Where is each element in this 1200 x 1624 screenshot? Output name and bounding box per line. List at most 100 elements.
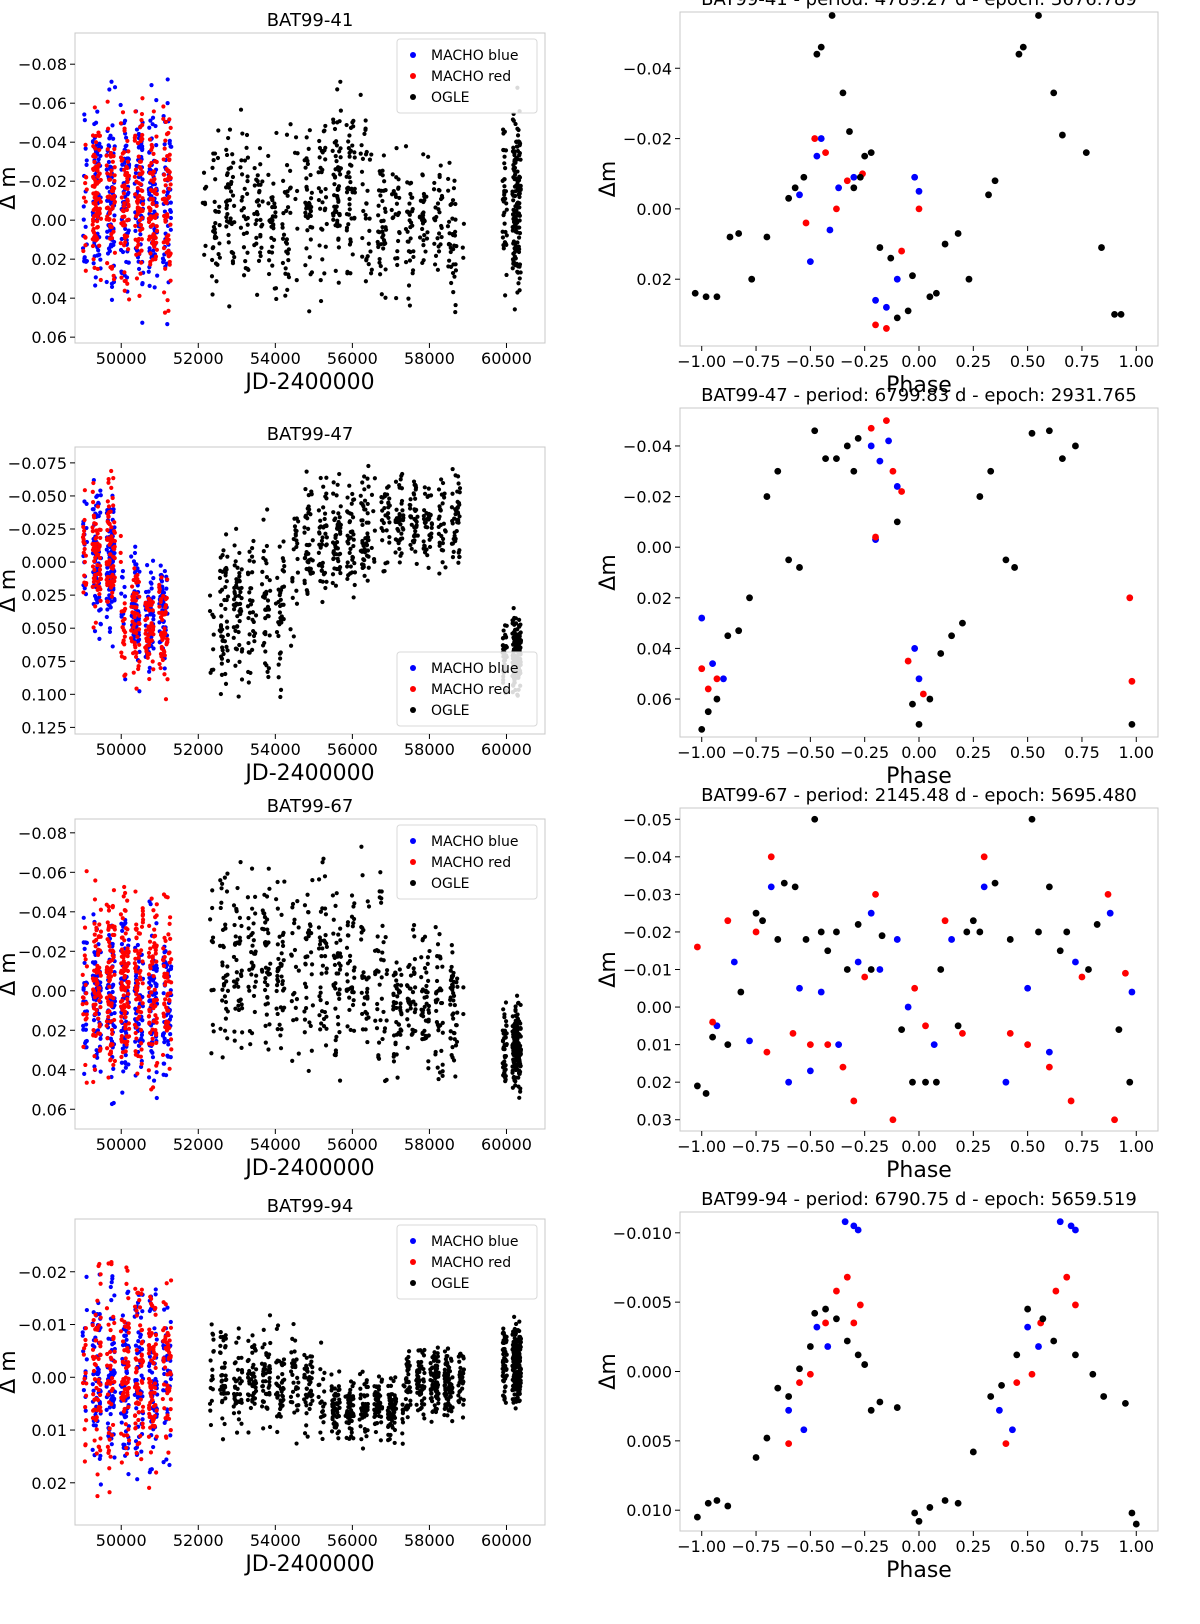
data-point	[344, 190, 350, 195]
data-point	[94, 535, 99, 540]
data-point	[133, 628, 138, 633]
data-point	[381, 218, 386, 223]
data-point	[379, 975, 384, 980]
data-point	[119, 921, 124, 926]
data-point	[91, 144, 96, 149]
data-point	[260, 594, 266, 599]
data-point	[153, 1013, 158, 1018]
data-point	[252, 211, 257, 217]
data-point	[95, 214, 100, 220]
data-point	[204, 184, 209, 189]
data-point	[391, 1007, 396, 1012]
data-point	[251, 559, 256, 564]
data-point	[517, 175, 523, 180]
data-point	[269, 224, 274, 229]
data-point	[91, 625, 96, 630]
data-point	[396, 1022, 402, 1027]
data-point	[337, 551, 343, 556]
data-point	[713, 675, 721, 683]
data-point	[98, 199, 103, 204]
data-point	[105, 147, 110, 152]
data-point	[247, 590, 252, 595]
data-point	[123, 135, 129, 140]
data-point	[265, 927, 270, 932]
data-point	[122, 126, 127, 131]
data-point	[293, 196, 298, 202]
data-point	[413, 529, 418, 534]
data-point	[232, 203, 237, 208]
data-point	[839, 89, 847, 97]
data-point	[232, 922, 237, 928]
data-point	[294, 601, 300, 606]
data-point	[121, 150, 127, 155]
data-point	[514, 155, 519, 161]
data-point	[426, 978, 431, 983]
data-point	[283, 266, 288, 271]
data-point	[241, 273, 247, 278]
data-point	[131, 577, 136, 583]
data-point	[279, 974, 284, 979]
data-point	[254, 241, 259, 246]
data-point	[413, 496, 418, 501]
data-point	[98, 510, 103, 515]
data-point	[319, 953, 324, 959]
data-point	[318, 938, 324, 943]
data-point	[318, 189, 324, 194]
data-point	[230, 193, 236, 198]
data-point	[161, 991, 166, 996]
data-point	[167, 186, 172, 191]
data-point	[220, 634, 225, 639]
data-point	[320, 535, 325, 540]
data-point	[410, 1031, 415, 1036]
data-point	[163, 266, 168, 271]
data-point	[889, 467, 897, 475]
data-point	[249, 972, 254, 977]
data-point	[154, 228, 160, 234]
data-point	[112, 575, 117, 580]
data-point	[413, 549, 418, 554]
data-point	[96, 1031, 101, 1036]
data-point	[704, 685, 712, 693]
data-point	[421, 191, 427, 197]
data-point	[112, 932, 117, 938]
data-point	[264, 591, 269, 597]
data-point	[112, 1058, 117, 1064]
data-point	[98, 257, 103, 262]
data-point	[107, 236, 113, 241]
data-point	[254, 218, 259, 223]
data-point	[321, 856, 326, 861]
data-point	[168, 1055, 173, 1060]
data-point	[517, 617, 522, 622]
data-point	[84, 964, 90, 969]
data-point	[366, 241, 371, 246]
data-point	[351, 532, 356, 537]
data-point	[119, 942, 125, 947]
data-point	[331, 117, 336, 122]
data-point	[105, 261, 110, 266]
data-point	[146, 1014, 152, 1019]
data-point	[152, 933, 158, 939]
data-point	[361, 208, 366, 214]
data-point	[440, 1062, 445, 1067]
data-point	[164, 1005, 169, 1010]
data-point	[324, 523, 329, 528]
data-point	[84, 580, 89, 586]
data-point	[125, 138, 130, 144]
data-point	[110, 537, 115, 543]
data-point	[162, 653, 167, 658]
data-point	[290, 931, 295, 936]
data-point	[308, 1023, 313, 1029]
data-point	[395, 526, 400, 532]
data-point	[122, 167, 127, 172]
data-point	[239, 1045, 244, 1050]
data-point	[154, 982, 159, 987]
data-point	[151, 248, 156, 253]
data-point	[887, 254, 895, 262]
data-point	[111, 229, 116, 234]
data-point	[122, 270, 127, 275]
data-point	[252, 639, 257, 644]
data-point	[219, 900, 224, 905]
data-point	[112, 972, 117, 977]
data-point	[150, 257, 155, 262]
data-point	[320, 906, 325, 911]
